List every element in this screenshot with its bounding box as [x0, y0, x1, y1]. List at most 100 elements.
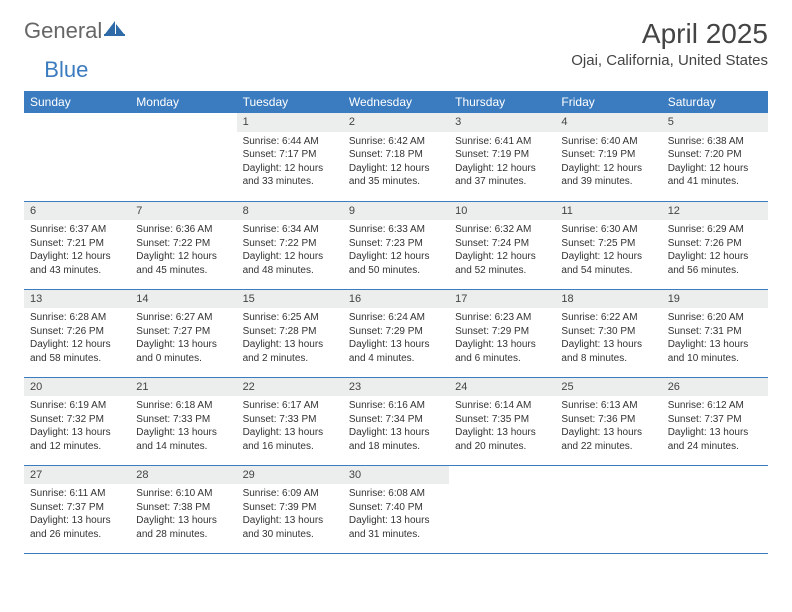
sunset-text: Sunset: 7:40 PM	[349, 501, 443, 515]
daylight-text: Daylight: 12 hours and 33 minutes.	[243, 162, 337, 189]
day-number: 14	[130, 290, 236, 309]
sunset-text: Sunset: 7:33 PM	[136, 413, 230, 427]
day-body: Sunrise: 6:41 AMSunset: 7:19 PMDaylight:…	[449, 132, 555, 193]
day-number: 25	[555, 378, 661, 397]
logo-text-2: Blue	[44, 57, 88, 83]
calendar-day-cell: 15Sunrise: 6:25 AMSunset: 7:28 PMDayligh…	[237, 289, 343, 377]
day-number: 4	[555, 113, 661, 132]
calendar-day-cell: 22Sunrise: 6:17 AMSunset: 7:33 PMDayligh…	[237, 377, 343, 465]
daylight-text: Daylight: 13 hours and 28 minutes.	[136, 514, 230, 541]
sunset-text: Sunset: 7:19 PM	[455, 148, 549, 162]
sunset-text: Sunset: 7:20 PM	[668, 148, 762, 162]
calendar-week-row: 27Sunrise: 6:11 AMSunset: 7:37 PMDayligh…	[24, 465, 768, 553]
day-body: Sunrise: 6:17 AMSunset: 7:33 PMDaylight:…	[237, 396, 343, 457]
weekday-header: Tuesday	[237, 91, 343, 113]
calendar-day-cell: 19Sunrise: 6:20 AMSunset: 7:31 PMDayligh…	[662, 289, 768, 377]
sunset-text: Sunset: 7:37 PM	[30, 501, 124, 515]
sunset-text: Sunset: 7:26 PM	[668, 237, 762, 251]
day-body: Sunrise: 6:44 AMSunset: 7:17 PMDaylight:…	[237, 132, 343, 193]
calendar-day-cell: 14Sunrise: 6:27 AMSunset: 7:27 PMDayligh…	[130, 289, 236, 377]
sunset-text: Sunset: 7:35 PM	[455, 413, 549, 427]
day-number: 1	[237, 113, 343, 132]
calendar-day-cell: 4Sunrise: 6:40 AMSunset: 7:19 PMDaylight…	[555, 113, 661, 201]
sunset-text: Sunset: 7:28 PM	[243, 325, 337, 339]
sunrise-text: Sunrise: 6:33 AM	[349, 223, 443, 237]
calendar-week-row: 20Sunrise: 6:19 AMSunset: 7:32 PMDayligh…	[24, 377, 768, 465]
daylight-text: Daylight: 12 hours and 52 minutes.	[455, 250, 549, 277]
day-number: 20	[24, 378, 130, 397]
calendar-day-cell: 28Sunrise: 6:10 AMSunset: 7:38 PMDayligh…	[130, 465, 236, 553]
weekday-header: Monday	[130, 91, 236, 113]
day-body: Sunrise: 6:09 AMSunset: 7:39 PMDaylight:…	[237, 484, 343, 545]
sunrise-text: Sunrise: 6:30 AM	[561, 223, 655, 237]
daylight-text: Daylight: 13 hours and 0 minutes.	[136, 338, 230, 365]
day-body: Sunrise: 6:40 AMSunset: 7:19 PMDaylight:…	[555, 132, 661, 193]
day-number: 17	[449, 290, 555, 309]
day-number: 3	[449, 113, 555, 132]
month-title: April 2025	[571, 18, 768, 50]
calendar-day-cell: 10Sunrise: 6:32 AMSunset: 7:24 PMDayligh…	[449, 201, 555, 289]
daylight-text: Daylight: 12 hours and 41 minutes.	[668, 162, 762, 189]
sunset-text: Sunset: 7:19 PM	[561, 148, 655, 162]
day-number: 6	[24, 202, 130, 221]
sunset-text: Sunset: 7:30 PM	[561, 325, 655, 339]
sunset-text: Sunset: 7:37 PM	[668, 413, 762, 427]
calendar-day-cell	[24, 113, 130, 201]
calendar-day-cell	[662, 465, 768, 553]
sunset-text: Sunset: 7:39 PM	[243, 501, 337, 515]
day-body: Sunrise: 6:08 AMSunset: 7:40 PMDaylight:…	[343, 484, 449, 545]
daylight-text: Daylight: 13 hours and 31 minutes.	[349, 514, 443, 541]
sunset-text: Sunset: 7:22 PM	[136, 237, 230, 251]
day-body: Sunrise: 6:14 AMSunset: 7:35 PMDaylight:…	[449, 396, 555, 457]
day-number: 7	[130, 202, 236, 221]
day-body: Sunrise: 6:18 AMSunset: 7:33 PMDaylight:…	[130, 396, 236, 457]
calendar-day-cell	[555, 465, 661, 553]
day-body: Sunrise: 6:23 AMSunset: 7:29 PMDaylight:…	[449, 308, 555, 369]
calendar-day-cell: 25Sunrise: 6:13 AMSunset: 7:36 PMDayligh…	[555, 377, 661, 465]
sunrise-text: Sunrise: 6:40 AM	[561, 135, 655, 149]
weekday-header-row: Sunday Monday Tuesday Wednesday Thursday…	[24, 91, 768, 113]
day-body: Sunrise: 6:30 AMSunset: 7:25 PMDaylight:…	[555, 220, 661, 281]
day-number: 8	[237, 202, 343, 221]
daylight-text: Daylight: 13 hours and 14 minutes.	[136, 426, 230, 453]
sunrise-text: Sunrise: 6:24 AM	[349, 311, 443, 325]
day-number: 22	[237, 378, 343, 397]
day-number: 29	[237, 466, 343, 485]
day-body: Sunrise: 6:25 AMSunset: 7:28 PMDaylight:…	[237, 308, 343, 369]
sunset-text: Sunset: 7:21 PM	[30, 237, 124, 251]
logo-text-1: General	[24, 18, 102, 44]
sunrise-text: Sunrise: 6:18 AM	[136, 399, 230, 413]
weekday-header: Sunday	[24, 91, 130, 113]
sunrise-text: Sunrise: 6:36 AM	[136, 223, 230, 237]
sunset-text: Sunset: 7:33 PM	[243, 413, 337, 427]
daylight-text: Daylight: 12 hours and 37 minutes.	[455, 162, 549, 189]
calendar-page: General April 2025 Ojai, California, Uni…	[24, 18, 768, 554]
calendar-day-cell: 21Sunrise: 6:18 AMSunset: 7:33 PMDayligh…	[130, 377, 236, 465]
day-body: Sunrise: 6:29 AMSunset: 7:26 PMDaylight:…	[662, 220, 768, 281]
daylight-text: Daylight: 12 hours and 35 minutes.	[349, 162, 443, 189]
daylight-text: Daylight: 12 hours and 48 minutes.	[243, 250, 337, 277]
calendar-day-cell: 30Sunrise: 6:08 AMSunset: 7:40 PMDayligh…	[343, 465, 449, 553]
sunrise-text: Sunrise: 6:23 AM	[455, 311, 549, 325]
day-body: Sunrise: 6:13 AMSunset: 7:36 PMDaylight:…	[555, 396, 661, 457]
sunrise-text: Sunrise: 6:37 AM	[30, 223, 124, 237]
calendar-day-cell: 18Sunrise: 6:22 AMSunset: 7:30 PMDayligh…	[555, 289, 661, 377]
weekday-header: Friday	[555, 91, 661, 113]
day-number: 11	[555, 202, 661, 221]
sunset-text: Sunset: 7:36 PM	[561, 413, 655, 427]
calendar-day-cell: 9Sunrise: 6:33 AMSunset: 7:23 PMDaylight…	[343, 201, 449, 289]
day-body: Sunrise: 6:38 AMSunset: 7:20 PMDaylight:…	[662, 132, 768, 193]
sunrise-text: Sunrise: 6:28 AM	[30, 311, 124, 325]
calendar-day-cell: 29Sunrise: 6:09 AMSunset: 7:39 PMDayligh…	[237, 465, 343, 553]
sunset-text: Sunset: 7:24 PM	[455, 237, 549, 251]
day-body: Sunrise: 6:11 AMSunset: 7:37 PMDaylight:…	[24, 484, 130, 545]
sunset-text: Sunset: 7:38 PM	[136, 501, 230, 515]
calendar-day-cell: 23Sunrise: 6:16 AMSunset: 7:34 PMDayligh…	[343, 377, 449, 465]
calendar-day-cell: 3Sunrise: 6:41 AMSunset: 7:19 PMDaylight…	[449, 113, 555, 201]
day-number: 26	[662, 378, 768, 397]
calendar-table: Sunday Monday Tuesday Wednesday Thursday…	[24, 91, 768, 554]
day-body: Sunrise: 6:28 AMSunset: 7:26 PMDaylight:…	[24, 308, 130, 369]
sunrise-text: Sunrise: 6:08 AM	[349, 487, 443, 501]
daylight-text: Daylight: 12 hours and 45 minutes.	[136, 250, 230, 277]
day-body: Sunrise: 6:19 AMSunset: 7:32 PMDaylight:…	[24, 396, 130, 457]
